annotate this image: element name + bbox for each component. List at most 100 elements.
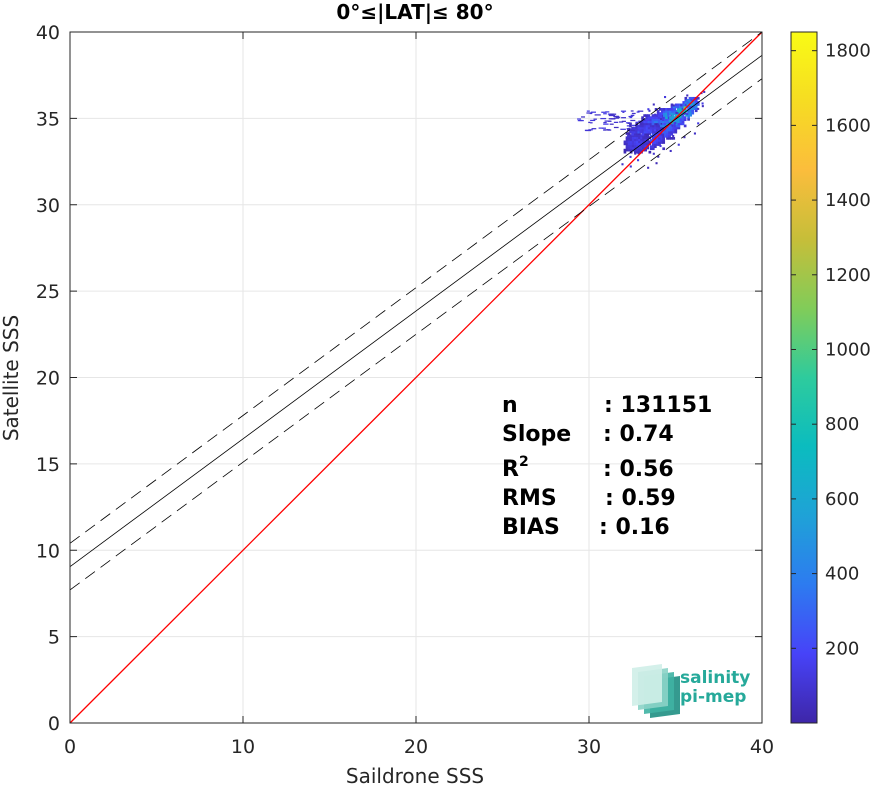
- density-cell: [673, 112, 677, 115]
- density-cell: [670, 103, 674, 107]
- density-cell: [686, 113, 689, 116]
- density-cell: [644, 134, 648, 137]
- density-cell: [640, 144, 643, 148]
- density-cell: [669, 112, 672, 115]
- density-cell: [667, 112, 670, 115]
- density-cell: [655, 118, 659, 122]
- density-cell: [655, 114, 659, 117]
- density-cell: [690, 96, 694, 100]
- density-cell: [681, 120, 685, 124]
- density-cell: [613, 115, 620, 118]
- density-cell: [615, 116, 621, 118]
- density-cell: [594, 114, 601, 116]
- density-cell: [645, 130, 649, 134]
- density-cell: [680, 104, 683, 107]
- density-cell: [660, 134, 663, 138]
- density-cell: [668, 134, 671, 138]
- density-cell: [647, 120, 651, 124]
- density-cell: [629, 155, 632, 158]
- density-cell: [670, 126, 673, 130]
- density-cell: [635, 122, 639, 126]
- density-cell: [638, 142, 641, 146]
- density-cell: [664, 118, 667, 122]
- density-cell: [636, 138, 639, 142]
- density-cell: [623, 148, 627, 152]
- density-cell: [662, 147, 666, 151]
- density-cell: [673, 110, 677, 113]
- density-cell: [638, 150, 641, 154]
- density-cell: [636, 140, 639, 144]
- density-cell: [643, 114, 646, 117]
- density-cell: [703, 90, 706, 93]
- density-cell: [676, 107, 680, 111]
- density-cell: [681, 118, 685, 122]
- density-cell: [636, 146, 639, 150]
- density-cell: [638, 120, 643, 122]
- density-cell: [631, 142, 635, 146]
- density-cell: [668, 137, 671, 140]
- density-cell: [627, 136, 631, 140]
- density-cell: [662, 124, 665, 128]
- density-cell: [654, 122, 657, 126]
- density-cell: [605, 111, 610, 113]
- density-cell: [579, 119, 583, 122]
- density-cell: [640, 134, 643, 137]
- density-cell: [654, 108, 658, 111]
- density-cell: [643, 128, 647, 132]
- density-cell: [697, 107, 700, 110]
- density-cell: [641, 116, 644, 119]
- density-cell: [622, 111, 625, 113]
- stat-r2-sup: 2: [519, 454, 529, 470]
- density-cell: [692, 101, 696, 104]
- density-cell: [654, 143, 657, 146]
- density-cell: [629, 144, 633, 148]
- density-cell: [644, 144, 648, 148]
- density-cell: [678, 115, 682, 118]
- density-cell: [631, 134, 635, 137]
- density-cell: [590, 111, 596, 113]
- density-cell: [643, 122, 647, 126]
- density-cell: [585, 129, 591, 132]
- density-cell: [638, 134, 641, 137]
- density-cell: [656, 112, 660, 115]
- density-cell: [659, 124, 663, 128]
- density-cell: [644, 148, 648, 152]
- density-cell: [653, 120, 657, 124]
- density-cell: [674, 128, 678, 132]
- density-cell: [670, 121, 674, 125]
- density-cell: [609, 123, 614, 125]
- density-cell: [666, 128, 669, 132]
- density-cell: [658, 130, 661, 134]
- density-cell: [655, 162, 658, 165]
- density-cell: [649, 139, 653, 142]
- density-cell: [613, 126, 619, 129]
- density-cell: [647, 128, 651, 132]
- density-cell: [683, 103, 686, 107]
- density-cell: [664, 134, 667, 138]
- density-cell: [687, 111, 690, 115]
- density-cell: [678, 109, 682, 113]
- density-cell: [623, 142, 627, 146]
- density-cell: [644, 140, 648, 144]
- upper-confidence-line: [69, 31, 763, 544]
- density-cell: [669, 149, 672, 153]
- density-cell: [670, 119, 674, 123]
- density-cell: [662, 139, 666, 142]
- density-cell: [641, 128, 645, 132]
- density-cell: [642, 142, 645, 146]
- density-cell: [649, 124, 653, 128]
- density-cell: [647, 124, 651, 128]
- density-cell: [639, 148, 642, 151]
- density-cell: [648, 132, 652, 135]
- colorbar-tick-label: 200: [825, 638, 859, 659]
- density-cell: [694, 103, 698, 106]
- density-cell: [629, 140, 633, 144]
- density-cell: [656, 141, 659, 144]
- density-cell: [637, 124, 641, 128]
- density-cell: [590, 119, 596, 122]
- density-cell: [669, 116, 672, 119]
- density-cell: [657, 118, 661, 122]
- density-cell: [644, 136, 648, 140]
- y-tick-label: 15: [36, 454, 60, 476]
- density-cell: [603, 113, 607, 115]
